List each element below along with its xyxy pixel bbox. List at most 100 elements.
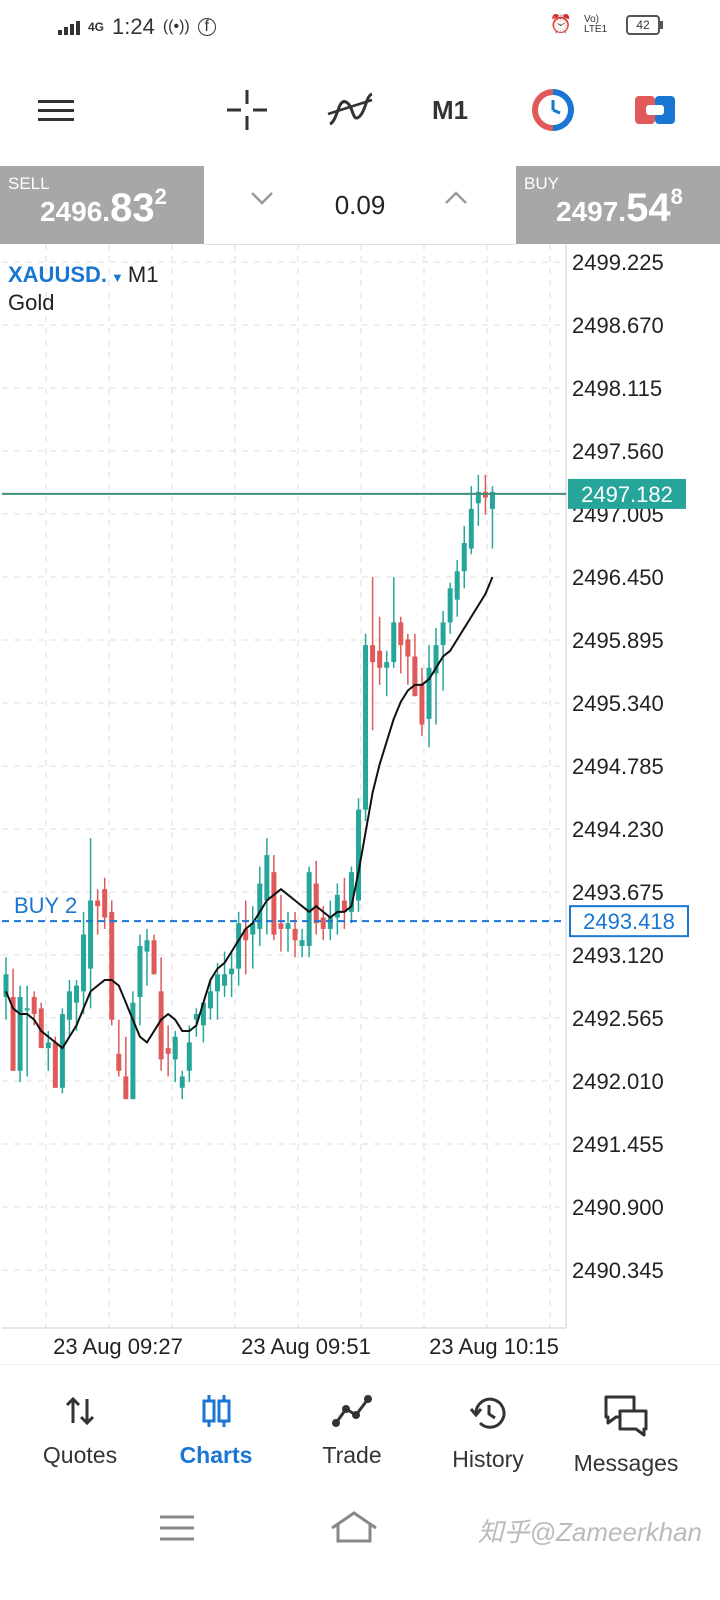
menu-button[interactable] (36, 82, 76, 138)
caret-down-icon: ▼ (111, 270, 124, 285)
candle-body (229, 968, 235, 975)
candle-body (334, 894, 340, 918)
price-tick-label: 2491.455 (572, 1132, 664, 1157)
candles (3, 474, 495, 1100)
candle-body (398, 622, 404, 646)
candle-body (74, 985, 79, 1003)
candle-body (313, 883, 319, 924)
symbol-description: Gold (8, 290, 55, 315)
charts-icon (202, 1395, 231, 1427)
time-tick-label: 23 Aug 09:51 (241, 1334, 371, 1359)
candle-body (116, 1053, 122, 1071)
candle-body (236, 923, 242, 969)
nav-charts-label: Charts (179, 1442, 253, 1468)
candle-body (257, 883, 263, 929)
candle-body (341, 900, 347, 912)
toggle-trade-button[interactable] (632, 82, 678, 138)
chevron-down-icon (251, 192, 273, 205)
nav-history-label: History (452, 1446, 524, 1472)
volte-indicator: Vo) LTE1 (584, 13, 608, 35)
candle-body (348, 872, 354, 912)
candle-body (356, 809, 361, 901)
candle-body (200, 1002, 206, 1026)
candle-body (215, 974, 220, 992)
candle-body (327, 917, 333, 929)
candle-body (109, 911, 115, 1020)
candle-body (59, 1014, 65, 1088)
candle-body (158, 991, 164, 1060)
trade-clock-button[interactable] (528, 82, 578, 138)
volume-input[interactable]: 0.09 (334, 190, 386, 220)
candle-body (95, 900, 101, 907)
candle-body (165, 1048, 171, 1054)
price-tick-label: 2498.115 (572, 376, 662, 401)
buy-label: BUY (524, 174, 559, 193)
facebook-icon: f (197, 18, 216, 36)
signal-icon (58, 19, 80, 35)
battery-icon: 42 (626, 14, 663, 35)
crosshair-icon (227, 90, 267, 130)
indicator-icon (327, 92, 373, 126)
candle-body (285, 923, 291, 929)
candle-body (186, 1042, 192, 1071)
candle-body (123, 1076, 129, 1100)
indicators-button[interactable] (322, 82, 378, 138)
nav-messages-label: Messages (573, 1450, 679, 1476)
quotes-icon (65, 1396, 95, 1426)
candle-body (426, 667, 432, 719)
order-price-tag (569, 905, 689, 938)
candle-body (405, 639, 411, 657)
candle-body (207, 991, 213, 1009)
candle-body (193, 1014, 199, 1020)
candle-body (172, 1036, 178, 1060)
candle-body (278, 923, 284, 929)
home-icon[interactable] (330, 1510, 378, 1544)
buy-button[interactable]: BUY 2497.548 (516, 166, 720, 244)
order-price-tag-text: 2493.418 (583, 909, 675, 934)
current-price-tag-text: 2497.182 (581, 482, 673, 507)
increase-volume-button[interactable] (444, 190, 468, 211)
timeframe-button[interactable]: M1 (425, 82, 475, 138)
moving-average-line (5, 576, 494, 1050)
timeframe-label: M1 (431, 94, 469, 125)
nav-charts[interactable]: Charts (146, 1393, 286, 1469)
candle-body (144, 940, 150, 952)
nav-history[interactable]: History (418, 1393, 558, 1473)
chart-symbol[interactable]: XAUUSD. ▼ M1 (8, 262, 158, 288)
recents-icon[interactable] (160, 1514, 194, 1542)
lot-size-control: 0.09 (204, 166, 516, 245)
candle-body (363, 645, 369, 810)
sell-label: SELL (8, 174, 50, 193)
candle-body (52, 1042, 58, 1088)
sell-button[interactable]: SELL 2496.832 (0, 166, 204, 244)
price-tick-label: 2493.120 (572, 943, 664, 968)
candle-body (419, 684, 425, 725)
history-icon (469, 1397, 506, 1429)
order-line-label: BUY 2 (14, 893, 77, 918)
candle-body (440, 622, 446, 646)
crosshair-button[interactable] (222, 82, 272, 138)
candle-body (3, 974, 9, 997)
candle-body (461, 542, 467, 572)
candle-body (271, 872, 277, 935)
nav-trade[interactable]: Trade (282, 1393, 422, 1469)
bottom-navigation: Quotes Charts Trade History Messages (0, 1364, 720, 1489)
price-tick-label: 2493.675 (572, 880, 664, 905)
candle-body (292, 928, 298, 941)
price-chart[interactable]: 2499.2252498.6702498.1152497.5602497.005… (0, 244, 720, 1360)
decrease-volume-button[interactable] (250, 190, 274, 211)
candle-body (299, 940, 305, 946)
symbol-timeframe: M1 (127, 262, 159, 287)
nav-messages[interactable]: Messages (556, 1393, 696, 1477)
time-axis: 23 Aug 09:27 23 Aug 09:51 23 Aug 10:15 (53, 1334, 559, 1359)
nav-quotes[interactable]: Quotes (10, 1393, 150, 1469)
price-tick-label: 2497.560 (572, 439, 664, 464)
candle-body (24, 1008, 30, 1011)
candle-body (391, 622, 397, 663)
candle-body (377, 650, 383, 668)
nav-quotes-label: Quotes (42, 1442, 118, 1468)
candle-body (370, 645, 376, 663)
price-tick-label: 2498.670 (572, 313, 664, 338)
price-tick-label: 2495.340 (572, 691, 664, 716)
hotspot-icon: ((•)) (162, 18, 190, 35)
